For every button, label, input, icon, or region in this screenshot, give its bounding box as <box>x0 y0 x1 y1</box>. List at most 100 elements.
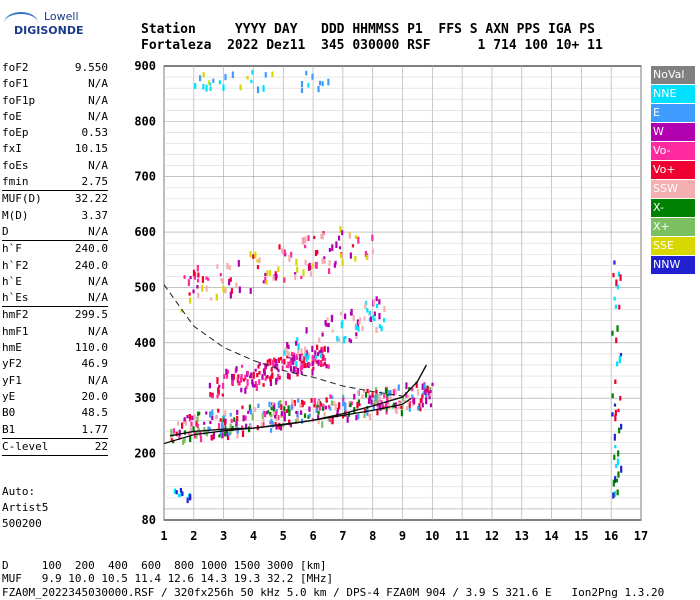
echo-point <box>295 340 298 346</box>
echo-point <box>270 418 273 425</box>
param-key: yE <box>2 389 16 403</box>
echo-point <box>262 383 265 387</box>
echo-point <box>302 269 305 277</box>
echo-point <box>251 69 254 75</box>
param-key: M(D) <box>2 208 29 222</box>
echo-point <box>339 253 343 259</box>
echo-point <box>319 352 323 359</box>
param-value: N/A <box>88 77 108 91</box>
echo-point <box>258 379 261 385</box>
echo-point <box>236 415 239 422</box>
echo-point <box>371 392 374 398</box>
echo-point <box>380 391 383 396</box>
echo-point <box>267 361 270 366</box>
echo-point <box>189 276 192 280</box>
echo-point <box>288 255 291 263</box>
echo-point <box>247 426 251 433</box>
echo-point <box>269 376 272 382</box>
echo-point <box>235 366 238 372</box>
param-key: foEs <box>2 158 29 172</box>
echo-point <box>357 399 361 404</box>
echo-point <box>254 381 257 387</box>
echo-point <box>614 304 618 309</box>
echo-point <box>355 332 358 339</box>
echo-point <box>252 254 255 259</box>
echo-point <box>362 388 366 393</box>
echo-point <box>212 432 216 440</box>
echo-point <box>211 415 214 421</box>
echo-point <box>321 421 324 428</box>
param-key: foF2 <box>2 61 29 74</box>
echo-point <box>226 431 229 437</box>
echo-point <box>349 339 353 344</box>
echo-point <box>324 405 328 410</box>
echo-point <box>231 380 234 385</box>
echo-point <box>334 403 337 411</box>
echo-point <box>205 276 208 280</box>
echo-point <box>614 445 617 449</box>
echo-point <box>319 402 323 407</box>
echo-point <box>383 305 386 313</box>
echo-point <box>368 413 371 417</box>
echo-point <box>254 368 257 372</box>
echo-point <box>263 369 266 376</box>
echo-point <box>321 81 324 87</box>
echo-point <box>222 415 225 423</box>
echo-point <box>250 408 253 415</box>
param-key: hmE <box>2 341 22 355</box>
echo-point <box>286 349 289 356</box>
echo-point <box>192 289 195 294</box>
echo-point <box>197 411 200 416</box>
echo-point <box>264 364 267 368</box>
echo-point <box>225 371 229 379</box>
param-row: h`F2 240.0 <box>2 258 108 274</box>
echo-point <box>313 235 316 240</box>
echo-point <box>375 389 378 396</box>
echo-point <box>331 244 334 252</box>
x-tick-label: 16 <box>604 529 618 543</box>
echo-point <box>373 311 376 317</box>
echo-point <box>260 422 263 429</box>
echo-point <box>269 379 272 387</box>
echo-point <box>357 414 360 420</box>
echo-point <box>207 80 211 85</box>
param-value: 240.0 <box>74 258 108 272</box>
echo-point <box>235 282 238 289</box>
echo-point <box>283 406 286 412</box>
distance-row: D 100 200 400 600 800 1000 1500 3000 [km… <box>2 559 327 572</box>
echo-point <box>411 397 415 404</box>
echo-point <box>181 491 184 496</box>
echo-point <box>296 266 299 273</box>
echo-point <box>315 360 318 364</box>
echo-point <box>307 355 310 360</box>
echo-point <box>400 409 403 417</box>
echo-point <box>251 379 254 385</box>
echo-point <box>226 369 230 374</box>
echo-point <box>292 369 295 374</box>
echo-point <box>318 405 321 411</box>
echo-point <box>269 270 272 276</box>
echo-point <box>363 316 366 321</box>
echo-point <box>314 358 317 363</box>
echo-point <box>234 423 237 430</box>
echo-point <box>331 329 334 333</box>
y-tick-label: 500 <box>134 280 156 294</box>
y-tick-label: 900 <box>134 59 156 73</box>
echo-point <box>179 487 183 493</box>
param-value: 299.5 <box>74 308 108 322</box>
echo-point <box>211 409 214 416</box>
param-row: yF2 46.9 <box>2 356 108 372</box>
echo-point <box>221 382 225 389</box>
x-tick-label: 3 <box>220 529 227 543</box>
param-row: foEs N/A <box>2 158 108 174</box>
echo-point <box>304 259 307 266</box>
echo-point <box>189 426 192 432</box>
echo-point <box>311 345 314 352</box>
echo-point <box>189 436 192 443</box>
echo-point <box>308 363 311 367</box>
echo-point <box>265 411 268 415</box>
echo-point <box>212 78 215 83</box>
echo-point <box>317 415 320 419</box>
echo-point <box>417 389 420 396</box>
echo-point <box>300 88 304 94</box>
